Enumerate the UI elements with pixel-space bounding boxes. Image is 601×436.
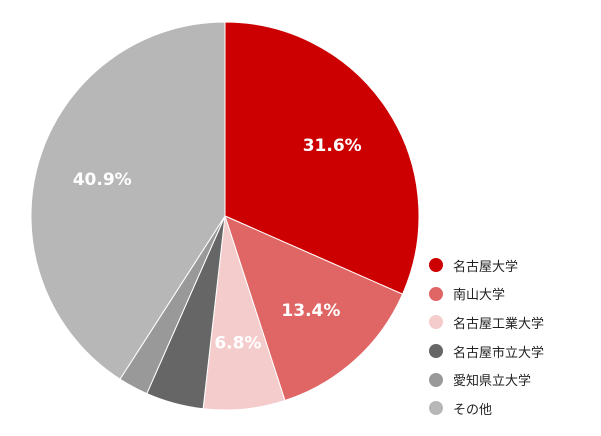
- legend-item-1: 南山大学: [429, 280, 544, 309]
- slice-value-label-2: 6.8%: [214, 333, 261, 353]
- legend-swatch: [429, 315, 443, 330]
- pie-slice-1: [224, 215, 404, 402]
- legend-label: 名古屋大学: [453, 259, 519, 275]
- legend-swatch: [429, 401, 443, 416]
- pie-slice-5: [30, 21, 226, 380]
- legend-swatch: [429, 372, 443, 387]
- slice-value-label-5: 40.9%: [73, 170, 132, 190]
- slice-value-label-1: 13.4%: [281, 301, 340, 321]
- legend-item-3: 名古屋市立大学: [429, 337, 544, 366]
- legend-item-4: 愛知県立大学: [429, 365, 544, 394]
- legend-label: 愛知県立大学: [453, 374, 532, 390]
- legend-swatch: [429, 344, 443, 359]
- slice-value-label-0: 31.6%: [303, 136, 362, 156]
- legend-swatch: [429, 286, 443, 301]
- legend-label: 名古屋市立大学: [453, 345, 545, 361]
- chart-legend: 名古屋大学南山大学名古屋工業大学 名古屋市立大学 愛知県立大学 その他: [429, 251, 544, 423]
- legend-item-2: 名古屋工業大学: [429, 308, 544, 337]
- legend-item-0: 名古屋大学: [429, 251, 544, 280]
- legend-label: その他: [453, 402, 493, 418]
- pie-slice-0: [224, 21, 420, 295]
- legend-label: 南山大学: [453, 288, 506, 304]
- legend-swatch: [429, 258, 443, 273]
- legend-label: 名古屋工業大学: [453, 316, 545, 332]
- legend-item-5: その他: [429, 394, 544, 423]
